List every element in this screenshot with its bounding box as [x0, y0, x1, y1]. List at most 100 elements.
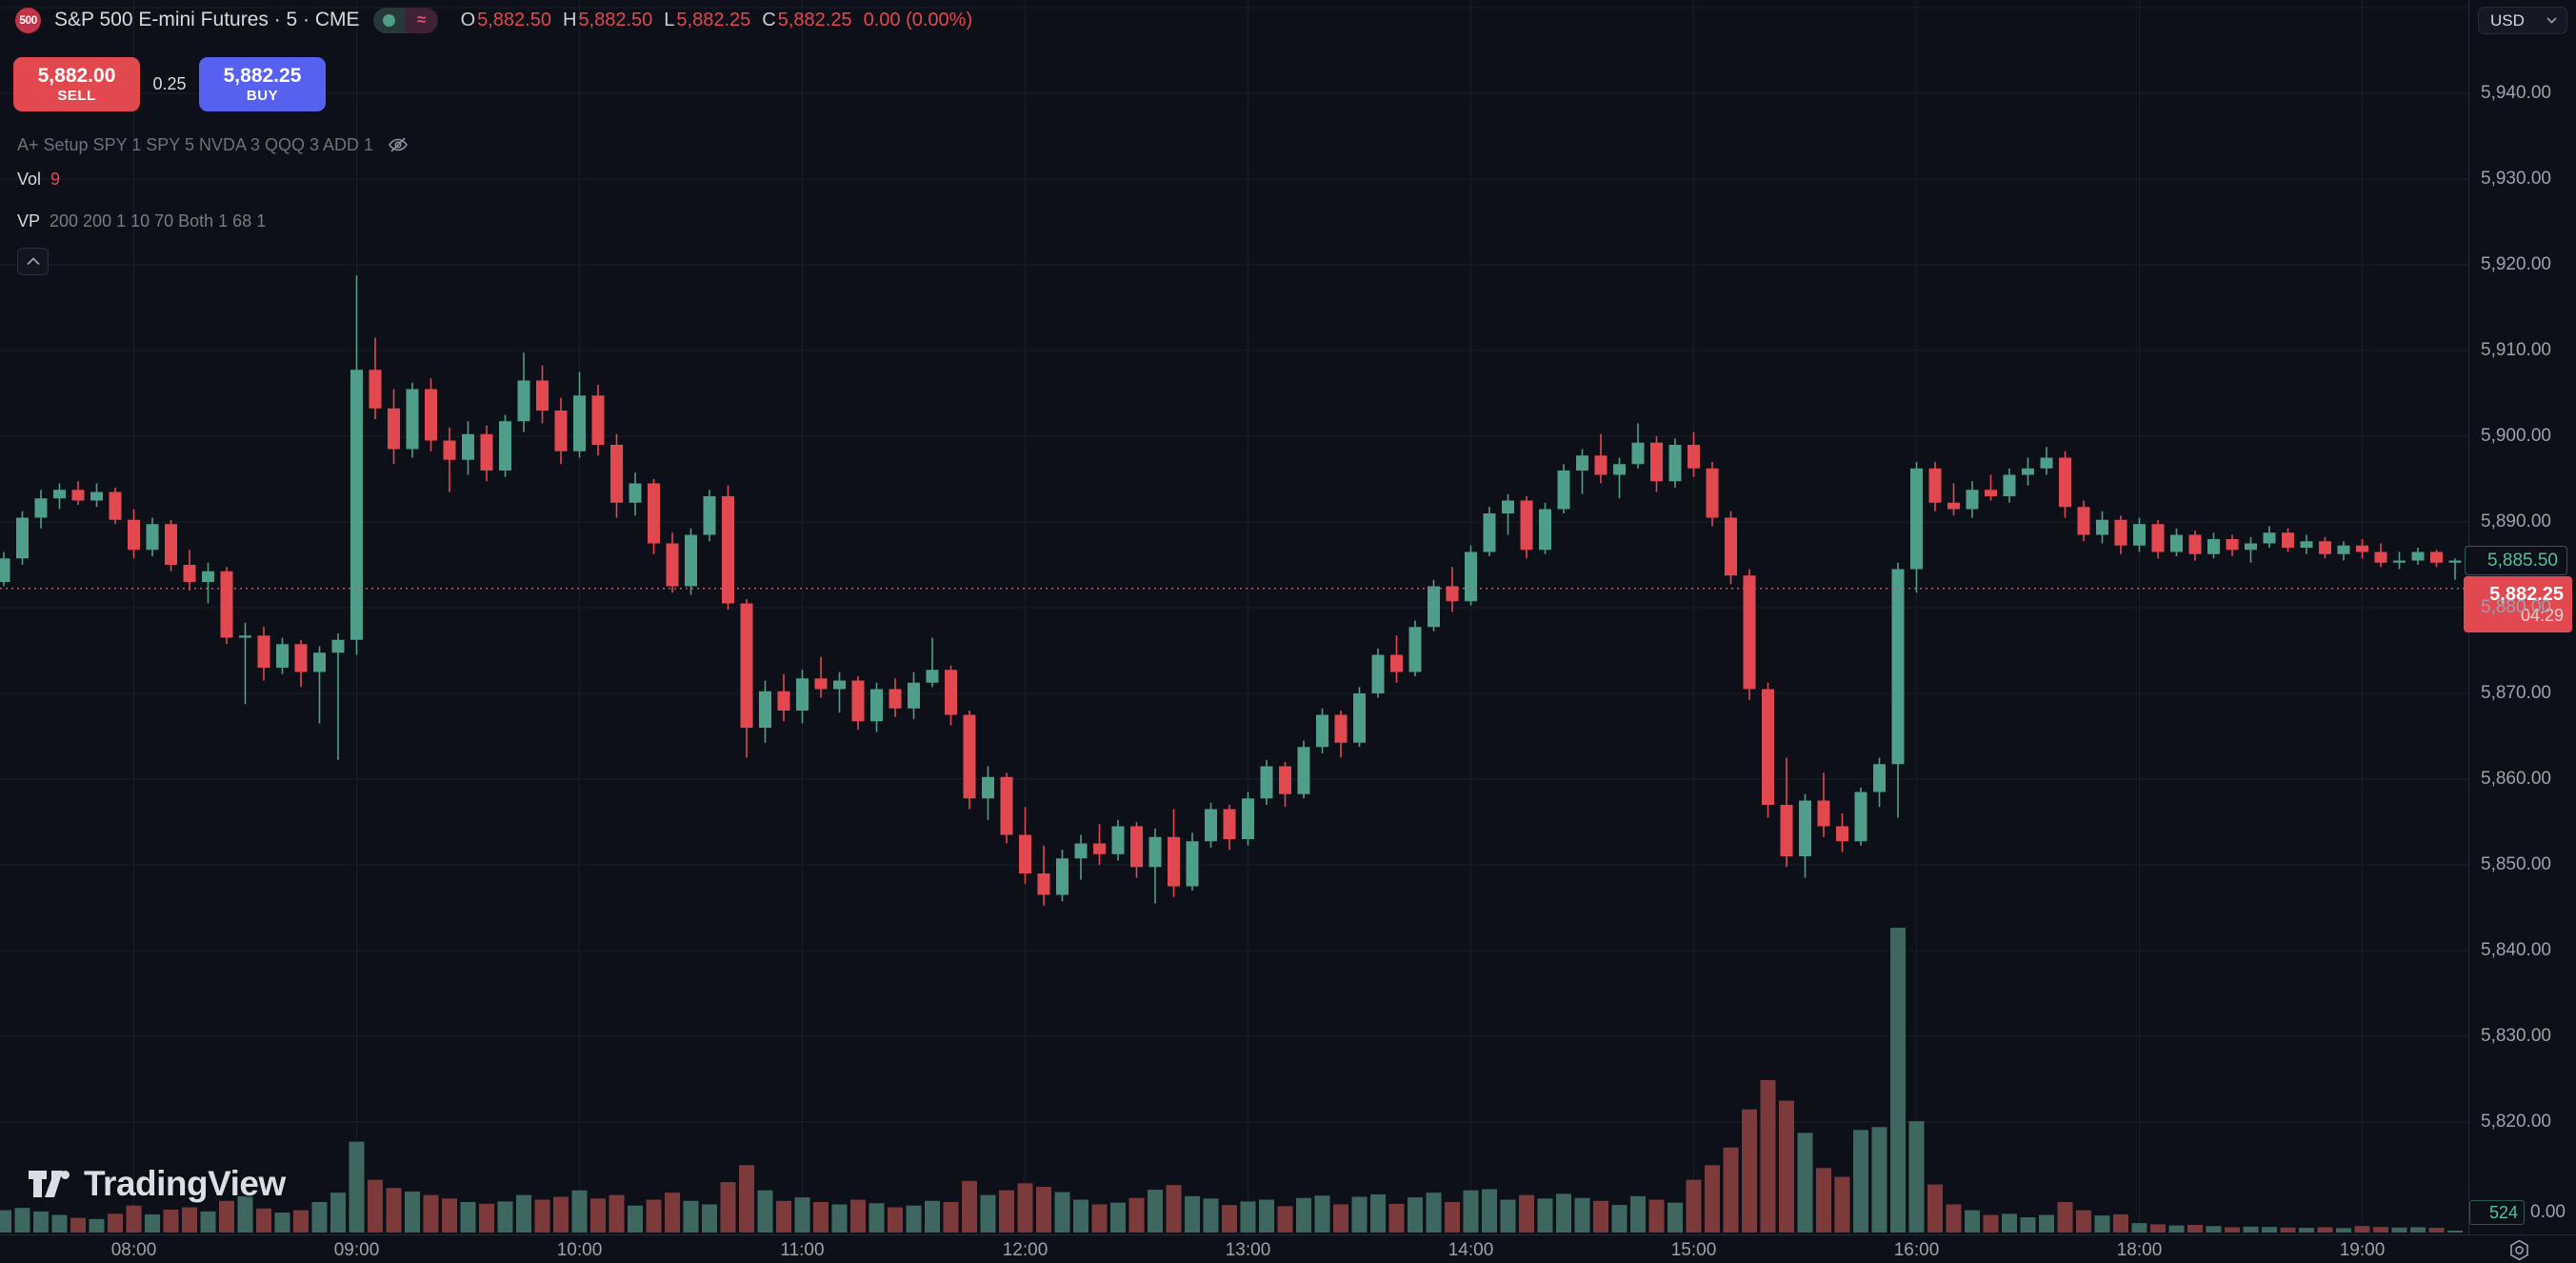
- price-tick-label: 5,860.00: [2481, 769, 2551, 789]
- chevron-up-icon: [26, 257, 40, 266]
- candle-body: [1854, 792, 1867, 842]
- volume-bar: [442, 1198, 457, 1233]
- candle-body: [406, 389, 419, 450]
- buy-button[interactable]: 5,882.25 BUY: [199, 57, 326, 111]
- symbol-logo-badge: 500: [15, 7, 41, 33]
- strategy-legend: A+ Setup SPY 1 SPY 5 NVDA 3 QQQ 3 ADD 1: [17, 133, 409, 156]
- volume-bar: [330, 1193, 346, 1233]
- volume-bar: [2280, 1227, 2296, 1233]
- volume-bar: [2206, 1226, 2222, 1233]
- candle-body: [1687, 445, 1700, 469]
- candle-body: [703, 496, 716, 535]
- volume-bar: [405, 1191, 420, 1233]
- high-value: 5,882.50: [578, 9, 653, 30]
- volume-bar: [126, 1205, 142, 1233]
- volume-bar: [1760, 1080, 1776, 1233]
- sell-label: SELL: [57, 87, 96, 104]
- currency-button[interactable]: USD: [2478, 7, 2567, 34]
- low-label: L: [664, 9, 675, 30]
- volume-bar: [2373, 1227, 2388, 1233]
- price-axis[interactable]: 5,885.50 5,882.25 04:29 524 0.00 5,940.0…: [2464, 0, 2576, 1234]
- candle-body: [425, 389, 437, 441]
- volume-bar: [2150, 1224, 2166, 1233]
- volume-bar: [349, 1141, 365, 1233]
- candle-body: [536, 380, 549, 411]
- volume-bar: [757, 1190, 773, 1233]
- candle-body: [982, 776, 994, 799]
- candlestick-chart[interactable]: [0, 0, 2468, 1234]
- volume-bar: [1983, 1214, 1999, 1233]
- volume-bar: [1333, 1204, 1348, 1233]
- candle-body: [2022, 468, 2034, 475]
- candle-body: [1130, 826, 1143, 868]
- volume-legend: Vol 9: [17, 170, 60, 190]
- time-axis-settings-button[interactable]: [2503, 1238, 2535, 1261]
- candle-body: [1056, 858, 1068, 895]
- candle-body: [1706, 468, 1719, 518]
- candle-body: [2245, 543, 2257, 551]
- candle-body: [1891, 569, 1905, 765]
- candle-body: [1428, 586, 1440, 628]
- candle-body: [1168, 836, 1180, 887]
- eye-off-icon[interactable]: [387, 133, 409, 156]
- volume-bar: [1965, 1210, 1980, 1233]
- volume-bar: [386, 1188, 402, 1233]
- price-tick-label: 5,830.00: [2481, 1026, 2551, 1046]
- time-tick-label: 14:00: [1448, 1240, 1494, 1260]
- vp-indicator-values: 200 200 1 10 70 Both 1 68 1: [50, 211, 267, 231]
- price-tick-label: 5,820.00: [2481, 1112, 2551, 1132]
- volume-bar: [776, 1200, 791, 1233]
- candle-body: [2226, 539, 2239, 551]
- volume-bar: [1203, 1198, 1219, 1233]
- market-open-dot-icon: [372, 7, 406, 33]
- market-status-pill[interactable]: ≈: [372, 7, 438, 33]
- candle-body: [2393, 560, 2406, 563]
- volume-bar: [553, 1196, 569, 1233]
- buy-label: BUY: [246, 87, 279, 104]
- volume-bar: [423, 1194, 439, 1233]
- chevron-down-icon: [2546, 17, 2557, 24]
- collapse-legend-button[interactable]: [17, 248, 49, 275]
- candle-body: [889, 689, 902, 709]
- volume-bar: [794, 1197, 810, 1233]
- time-tick-label: 12:00: [1002, 1240, 1048, 1260]
- volume-bar: [1927, 1184, 1943, 1233]
- candle-body: [443, 440, 456, 460]
- candle-body: [2448, 560, 2462, 563]
- price-tick-label: 5,850.00: [2481, 854, 2551, 874]
- candle-body: [1594, 455, 1608, 475]
- volume-bar: [108, 1213, 123, 1233]
- candle-body: [1576, 455, 1588, 471]
- candle-body: [2411, 551, 2425, 561]
- candle-body: [2114, 519, 2127, 546]
- time-tick-label: 13:00: [1225, 1240, 1271, 1260]
- candle-body: [109, 491, 122, 520]
- candle-body: [1668, 445, 1682, 482]
- candle-body: [71, 490, 85, 501]
- candle-body: [183, 565, 196, 582]
- volume-bar: [2002, 1213, 2017, 1233]
- candle-body: [1074, 843, 1088, 859]
- time-axis[interactable]: 08:00 09:00 10:00 11:00 12:00 13:00 14:00 15:00…: [0, 1234, 2576, 1263]
- volume-bar: [1630, 1195, 1646, 1233]
- sell-button[interactable]: 5,882.00 SELL: [13, 57, 140, 111]
- volume-bar: [1222, 1205, 1237, 1233]
- candle-body: [1465, 551, 1477, 602]
- candle-body: [1223, 809, 1236, 839]
- price-tick-label: 5,880.00: [2481, 597, 2551, 617]
- volume-bar: [311, 1202, 328, 1233]
- volume-bar: [925, 1200, 940, 1233]
- symbol-title[interactable]: S&P 500 E-mini Futures · 5 · CME: [54, 9, 360, 30]
- volume-bar: [2094, 1215, 2110, 1233]
- volume-bar: [2354, 1226, 2370, 1233]
- volume-bar: [2336, 1228, 2351, 1233]
- candle-body: [90, 491, 103, 501]
- volume-bar: [1667, 1202, 1683, 1233]
- volume-bar: [1054, 1192, 1070, 1233]
- candle-body: [1390, 654, 1403, 672]
- volume-bar: [1388, 1203, 1405, 1233]
- volume-bar: [2225, 1227, 2240, 1233]
- volume-bar: [89, 1218, 105, 1233]
- gear-icon: [2509, 1239, 2528, 1260]
- candle-body: [648, 483, 660, 544]
